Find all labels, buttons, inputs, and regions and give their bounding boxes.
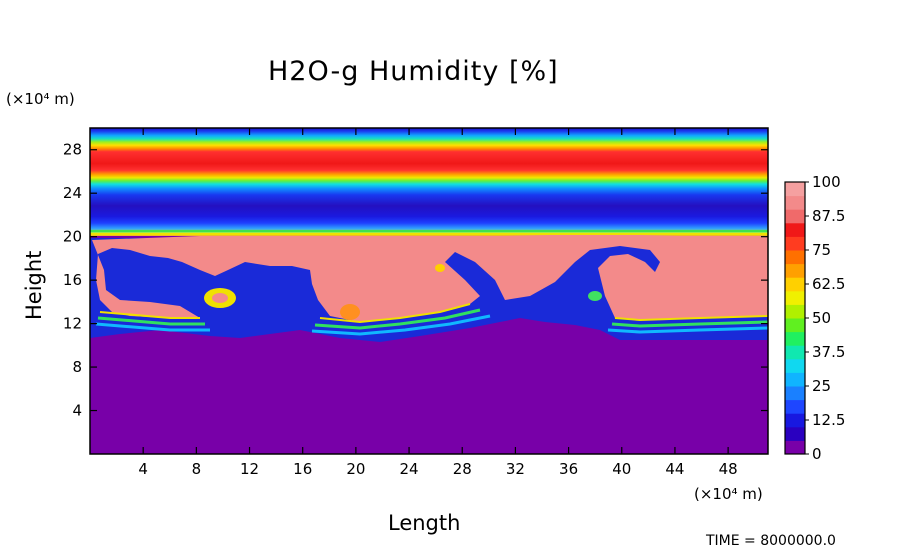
colorbar-swatch (785, 195, 805, 210)
x-tick-label: 32 (506, 460, 525, 478)
x-tick-label: 12 (240, 460, 259, 478)
colorbar-label: 12.5 (812, 411, 845, 429)
y-tick-label: 16 (63, 271, 82, 289)
colorbar-label: 50 (812, 309, 831, 327)
fringe-lower-cyan (95, 314, 769, 336)
saturated-layer (92, 234, 768, 322)
y-tick-label: 4 (72, 402, 82, 420)
colorbar-swatch (785, 318, 805, 333)
colorbar-swatch (785, 386, 805, 401)
moist-patch-4 (435, 264, 445, 272)
colorbar-swatch (785, 440, 805, 455)
x-ticks: 4 8 12 16 20 24 28 32 36 40 44 48 (138, 128, 738, 478)
x-tick-label: 40 (612, 460, 631, 478)
colorbar-swatch (785, 277, 805, 292)
colorbar-label: 25 (812, 377, 831, 395)
y-axis-unit: (×10⁴ m) (6, 90, 75, 108)
colorbar-label: 75 (812, 241, 831, 259)
colorbar-swatch (785, 236, 805, 251)
colorbar-swatch (785, 290, 805, 305)
y-ticks: 4 8 12 16 20 24 28 (63, 141, 768, 420)
moist-patch-1-core (212, 293, 228, 303)
fringe-lower-green (97, 308, 769, 330)
y-tick-label: 28 (63, 141, 82, 159)
moist-patch-3 (588, 291, 602, 301)
colorbar-swatch (785, 358, 805, 373)
colorbar-swatch (785, 331, 805, 346)
upper-humidity-band (90, 128, 768, 236)
x-tick-label: 24 (400, 460, 419, 478)
x-tick-label: 8 (192, 460, 202, 478)
y-tick-label: 12 (63, 315, 82, 333)
fringe-lower (99, 303, 769, 324)
x-tick-label: 28 (453, 460, 472, 478)
x-tick-label: 36 (559, 460, 578, 478)
y-tick-label: 20 (63, 228, 82, 246)
plot-frame (89, 127, 769, 455)
x-tick-label: 44 (665, 460, 684, 478)
x-tick-label: 16 (293, 460, 312, 478)
x-axis-unit: (×10⁴ m) (694, 485, 763, 503)
x-axis-label: Length (388, 511, 461, 535)
chart-title: H2O-g Humidity [%] (268, 56, 559, 87)
colorbar-label: 62.5 (812, 275, 845, 293)
x-tick-label: 20 (346, 460, 365, 478)
colorbar-label: 0 (812, 445, 822, 463)
colorbar-label: 100 (812, 173, 841, 191)
colorbar-swatch (785, 426, 805, 441)
x-tick-label: 4 (138, 460, 148, 478)
colorbar-swatch (785, 250, 805, 265)
colorbar: 0 12.5 25 37.5 50 62.5 75 87.5 100 (784, 173, 845, 463)
colorbar-swatch (785, 372, 805, 387)
colorbar-swatch (785, 345, 805, 360)
y-tick-label: 8 (72, 358, 82, 376)
colorbar-swatch (785, 263, 805, 278)
y-tick-label: 24 (63, 184, 82, 202)
x-tick-label: 48 (719, 460, 738, 478)
colorbar-label: 87.5 (812, 207, 845, 225)
colorbar-swatch (785, 209, 805, 224)
colorbar-swatch (785, 182, 805, 197)
colorbar-swatch (785, 304, 805, 319)
colorbar-swatch (785, 222, 805, 237)
colorbar-swatch (785, 399, 805, 414)
moist-patch-2 (340, 304, 360, 320)
colorbar-swatch (785, 413, 805, 428)
colorbar-label: 37.5 (812, 343, 845, 361)
